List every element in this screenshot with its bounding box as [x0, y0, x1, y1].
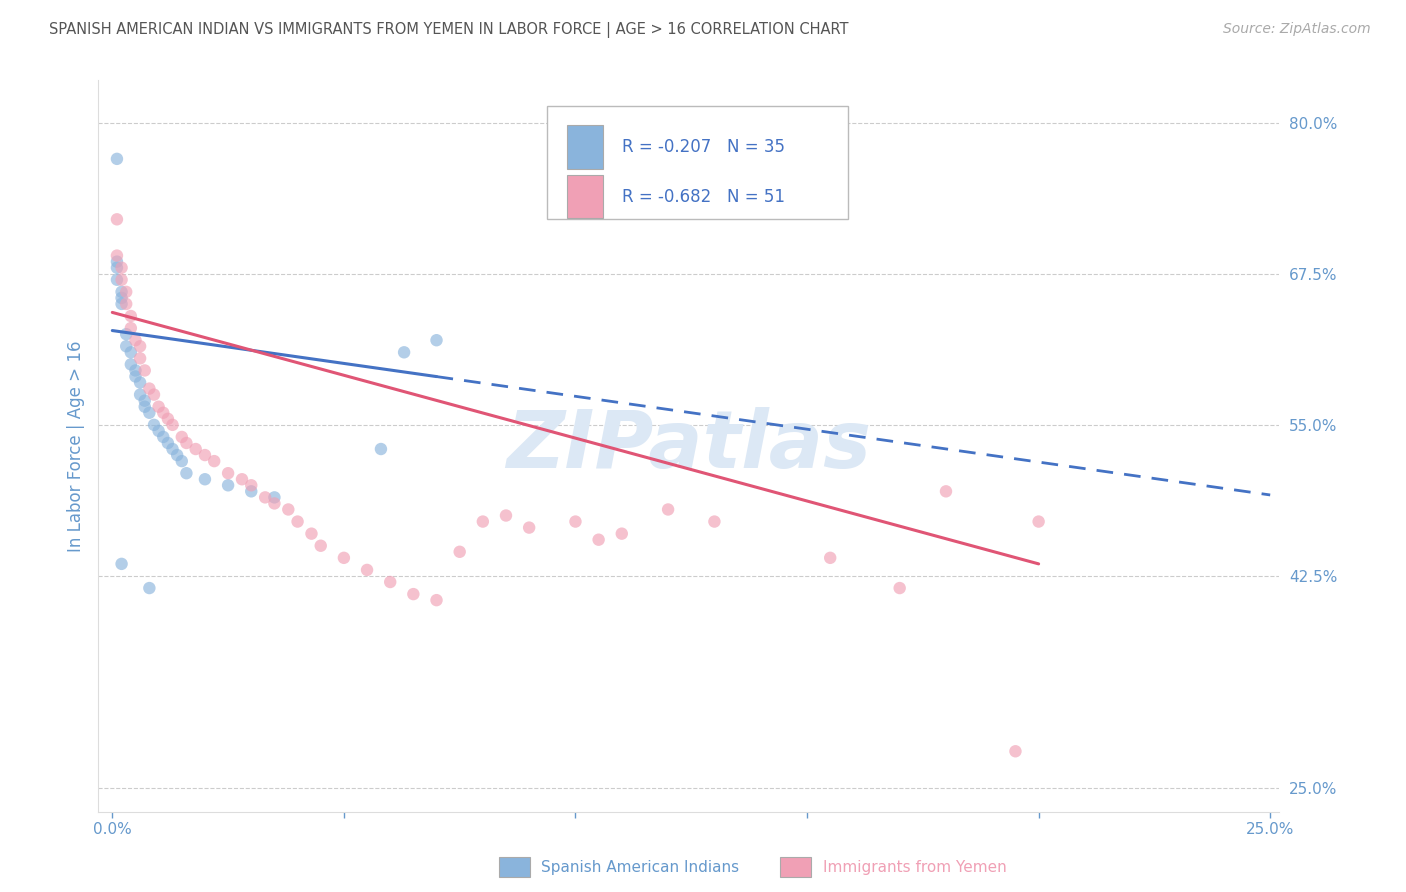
Point	[1028, 515, 1050, 529]
Text: R = -0.682   N = 51: R = -0.682 N = 51	[621, 187, 785, 205]
Point	[1004, 744, 1026, 758]
Point	[110, 297, 132, 311]
Point	[392, 345, 415, 359]
Point	[170, 454, 193, 468]
Text: Immigrants from Yemen: Immigrants from Yemen	[823, 860, 1007, 874]
Point	[124, 363, 146, 377]
Point	[263, 496, 285, 510]
Point	[134, 393, 156, 408]
Text: SPANISH AMERICAN INDIAN VS IMMIGRANTS FROM YEMEN IN LABOR FORCE | AGE > 16 CORRE: SPANISH AMERICAN INDIAN VS IMMIGRANTS FR…	[49, 22, 849, 38]
Point	[105, 152, 128, 166]
Point	[143, 387, 166, 401]
Point	[129, 387, 152, 401]
Point	[301, 526, 323, 541]
Point	[152, 406, 174, 420]
Point	[115, 297, 138, 311]
Point	[657, 502, 679, 516]
Point	[129, 339, 152, 353]
Point	[162, 417, 184, 432]
Text: Source: ZipAtlas.com: Source: ZipAtlas.com	[1223, 22, 1371, 37]
Point	[110, 291, 132, 305]
Point	[105, 249, 128, 263]
Point	[263, 491, 285, 505]
Point	[356, 563, 378, 577]
Point	[129, 376, 152, 390]
Point	[134, 400, 156, 414]
Point	[202, 454, 225, 468]
Point	[115, 327, 138, 342]
Text: R = -0.207   N = 35: R = -0.207 N = 35	[621, 137, 785, 156]
Point	[449, 545, 471, 559]
Point	[115, 285, 138, 299]
Y-axis label: In Labor Force | Age > 16: In Labor Force | Age > 16	[66, 340, 84, 552]
Point	[124, 369, 146, 384]
Point	[166, 448, 188, 462]
Point	[194, 472, 217, 486]
FancyBboxPatch shape	[547, 106, 848, 219]
Text: ZIPatlas: ZIPatlas	[506, 407, 872, 485]
Point	[588, 533, 610, 547]
Point	[517, 520, 540, 534]
Point	[287, 515, 309, 529]
Point	[333, 550, 356, 565]
Point	[703, 515, 725, 529]
Point	[129, 351, 152, 366]
Point	[120, 345, 142, 359]
Point	[156, 412, 179, 426]
Point	[217, 478, 239, 492]
Point	[105, 273, 128, 287]
Point	[425, 333, 447, 347]
Point	[110, 285, 132, 299]
Point	[889, 581, 911, 595]
Point	[231, 472, 253, 486]
Point	[194, 448, 217, 462]
Point	[105, 260, 128, 275]
Point	[138, 406, 160, 420]
Point	[124, 333, 146, 347]
Point	[138, 382, 160, 396]
Point	[425, 593, 447, 607]
Point	[143, 417, 166, 432]
Text: Spanish American Indians: Spanish American Indians	[541, 860, 740, 874]
Point	[110, 273, 132, 287]
Point	[380, 574, 402, 589]
Point	[495, 508, 517, 523]
Point	[110, 557, 132, 571]
Point	[152, 430, 174, 444]
Point	[277, 502, 299, 516]
Point	[120, 321, 142, 335]
Point	[610, 526, 633, 541]
Point	[309, 539, 332, 553]
Point	[105, 254, 128, 268]
FancyBboxPatch shape	[567, 125, 603, 169]
Point	[148, 424, 170, 438]
Point	[120, 358, 142, 372]
Point	[176, 436, 198, 450]
Point	[138, 581, 160, 595]
Point	[115, 339, 138, 353]
Point	[162, 442, 184, 456]
Point	[156, 436, 179, 450]
Point	[170, 430, 193, 444]
Point	[402, 587, 425, 601]
Point	[110, 260, 132, 275]
Point	[935, 484, 957, 499]
Point	[134, 363, 156, 377]
Point	[240, 484, 263, 499]
Point	[564, 515, 586, 529]
Point	[254, 491, 277, 505]
Point	[818, 550, 841, 565]
Point	[176, 466, 198, 480]
Point	[184, 442, 207, 456]
Point	[240, 478, 263, 492]
Point	[217, 466, 239, 480]
Point	[370, 442, 392, 456]
FancyBboxPatch shape	[567, 175, 603, 219]
Point	[471, 515, 494, 529]
Point	[120, 309, 142, 323]
Point	[105, 212, 128, 227]
Point	[148, 400, 170, 414]
